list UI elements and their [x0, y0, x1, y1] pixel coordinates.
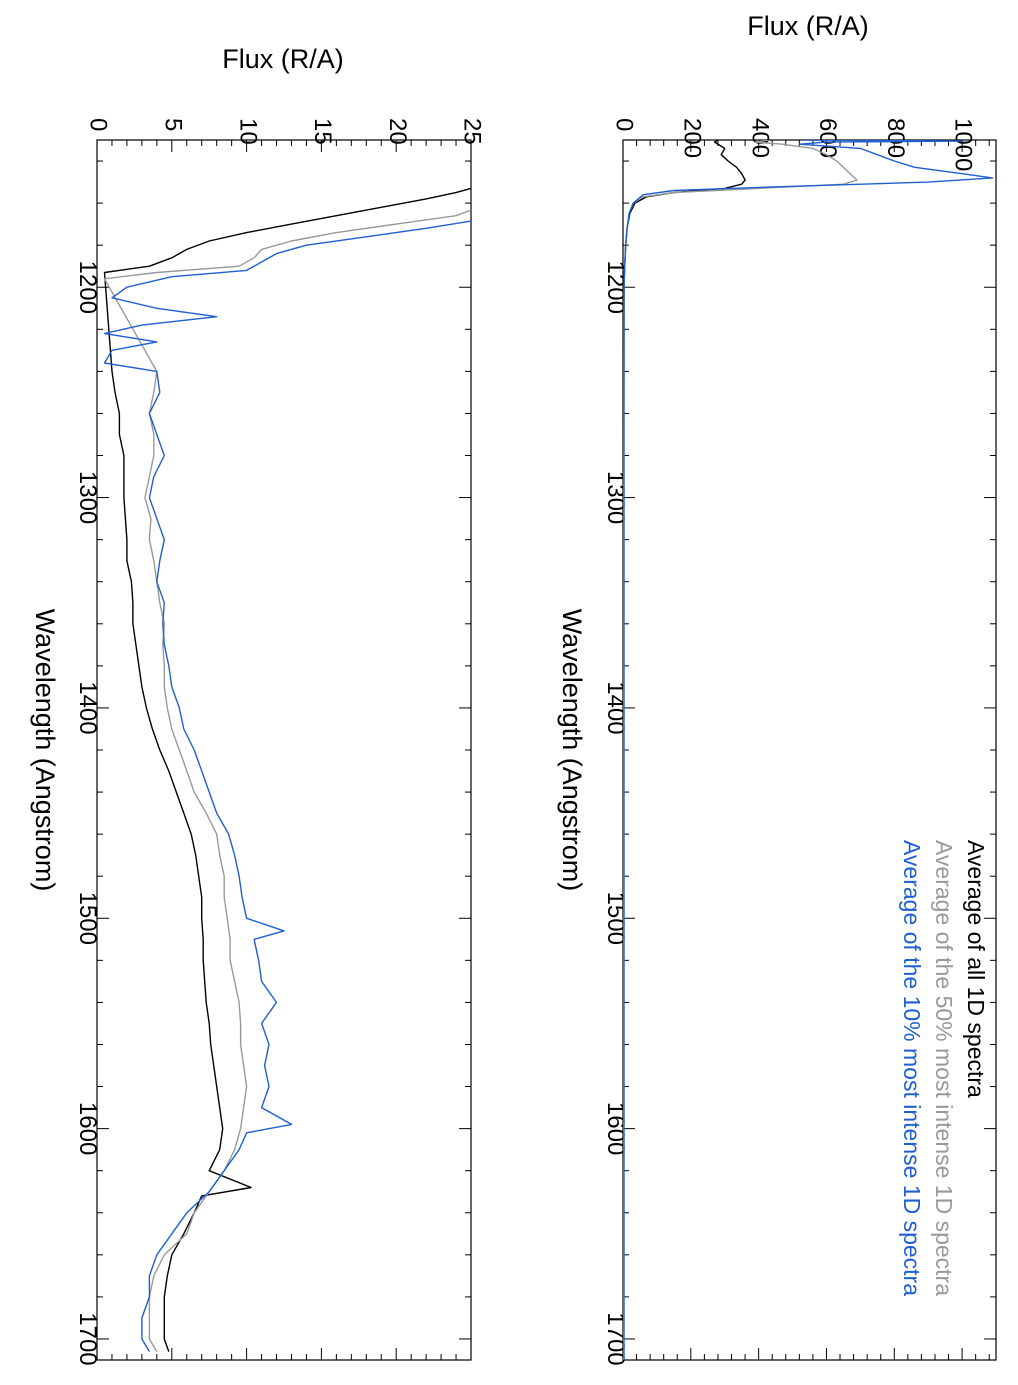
x-tick-label: 1700: [602, 1312, 629, 1365]
legend-entry-1: Average of the 50% most intense 1D spect…: [931, 840, 957, 1296]
x-tick-label: 1500: [602, 892, 629, 945]
series-line-1: [623, 140, 858, 1360]
x-tick-label: 1300: [74, 471, 101, 524]
y-tick-label: 20: [384, 118, 411, 145]
series-line-1: [103, 209, 471, 1352]
y-tick-label: 15: [309, 118, 336, 145]
y-tick-label: 10: [234, 118, 261, 145]
x-tick-label: 1400: [602, 681, 629, 734]
x-tick-label: 1300: [602, 471, 629, 524]
x-tick-label: 1500: [74, 892, 101, 945]
y-tick-label: 0: [611, 118, 638, 131]
series-line-2: [103, 220, 471, 1352]
y-tick-label: 5: [159, 118, 186, 131]
y-axis-label: Flux (R/A): [747, 11, 869, 41]
x-axis-label: Wavelength (Angstrom): [30, 609, 60, 892]
x-tick-label: 1200: [74, 261, 101, 314]
y-tick-label: 1000: [950, 118, 977, 171]
y-tick-label: 600: [814, 118, 841, 158]
series-group: [623, 140, 994, 1360]
series-line-0: [103, 187, 471, 1352]
legend-entry-2: Average of the 10% most intense 1D spect…: [899, 840, 925, 1296]
y-tick-label: 0: [85, 118, 112, 131]
y-tick-label: 200: [678, 118, 705, 158]
x-tick-label: 1600: [602, 1102, 629, 1155]
y-tick-label: 800: [882, 118, 909, 158]
series-group: [103, 187, 471, 1352]
plot-frame: [96, 139, 472, 1361]
y-tick-label: 25: [459, 118, 486, 145]
y-tick-label: 400: [746, 118, 773, 158]
y-axis-label: Flux (R/A): [222, 44, 344, 74]
legend-entry-0: Average of all 1D spectra: [963, 840, 989, 1098]
x-axis-label: Wavelength (Angstrom): [557, 609, 587, 892]
series-line-0: [623, 140, 746, 1360]
series-line-2: [623, 140, 994, 1360]
x-tick-label: 1400: [74, 681, 101, 734]
x-tick-label: 1600: [74, 1102, 101, 1155]
